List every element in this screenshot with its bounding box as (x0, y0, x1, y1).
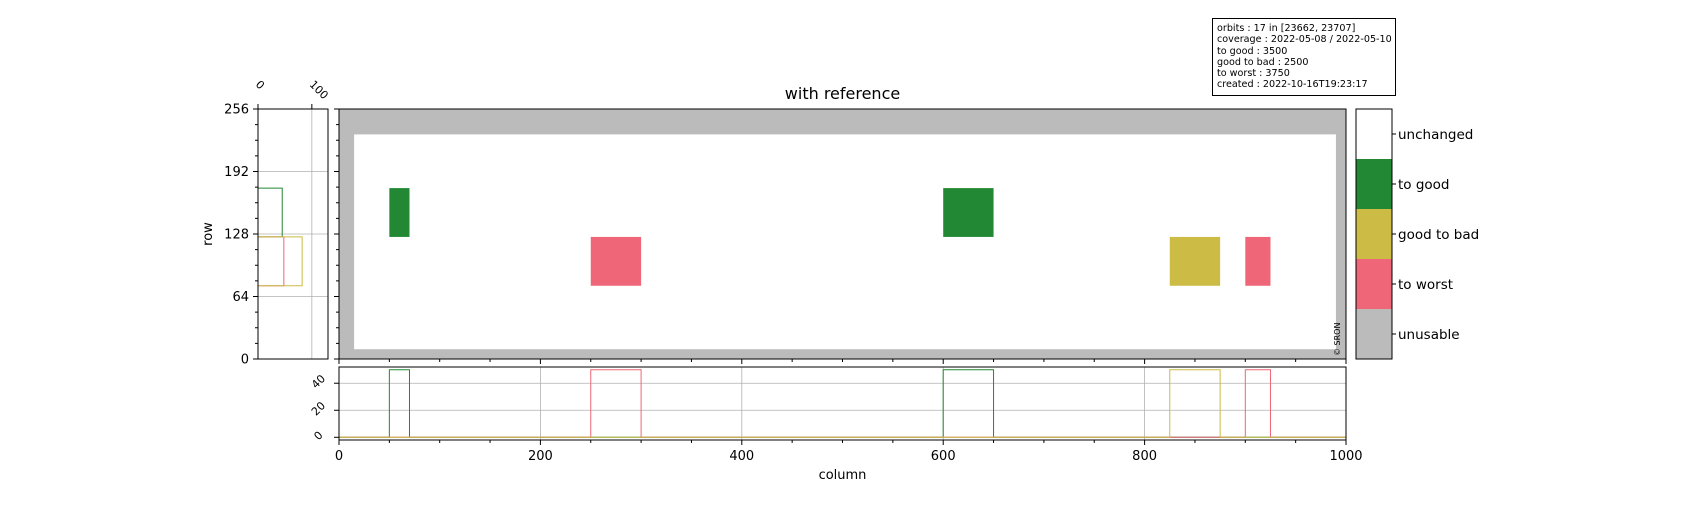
row-histogram-grid (257, 108, 328, 360)
info-orbits: orbits : 17 in [23662, 23707] (1217, 23, 1356, 34)
column-x-tick-label: 0 (335, 449, 343, 464)
legend-label-unusable: unusable (1398, 327, 1460, 343)
main-x-ticks (338, 359, 1347, 364)
region-to-worst (1245, 236, 1271, 286)
info-box: orbits : 17 in [23662, 23707] coverage :… (1212, 18, 1396, 96)
legend-swatch-to-good (1356, 159, 1392, 209)
column-histogram-x-ticks: 0 200 400 600 800 1000 (335, 440, 1363, 464)
row-y-tick-label: 256 (224, 103, 249, 118)
column-histogram-line-to-good (339, 369, 1346, 438)
row-x-tick-label: 0 (253, 78, 267, 92)
legend-frame (1355, 108, 1393, 360)
legend-label-good-to-bad: good to bad (1398, 227, 1479, 243)
region-to-good (389, 188, 410, 237)
row-histogram-x-ticks: 0 100 (253, 78, 331, 109)
region-good-to-bad (1169, 236, 1221, 286)
column-histogram-line-good-to-bad (339, 369, 1346, 438)
column-x-tick-label: 800 (1132, 449, 1157, 464)
column-x-tick-label: 1000 (1329, 449, 1362, 464)
row-y-tick-label: 64 (232, 290, 249, 305)
column-histogram-frame (338, 366, 1347, 441)
info-created: created : 2022-10-16T19:23:17 (1217, 79, 1368, 91)
column-x-tick-label: 400 (729, 449, 754, 464)
x-axis-label: column (819, 468, 867, 483)
row-histogram: 0 100 0 64 128 192 256 (224, 78, 331, 368)
chart-title: with reference (785, 84, 900, 103)
column-histogram: 0 20 40 0 200 400 600 800 1000 (309, 366, 1363, 464)
legend-swatch-unchanged (1356, 109, 1392, 159)
column-histogram-y-ticks: 0 20 40 (309, 372, 339, 443)
legend-label-to-worst: to worst (1398, 277, 1453, 293)
legend-label-to-good: to good (1398, 177, 1450, 193)
legend-label-unchanged: unchanged (1398, 127, 1473, 143)
legend-swatch-unusable (1356, 309, 1392, 359)
main-y-ticks (334, 108, 339, 360)
row-y-tick-label: 192 (224, 165, 249, 180)
row-histogram-y-ticks: 0 64 128 192 256 (224, 103, 258, 368)
column-y-tick-label: 40 (309, 372, 328, 391)
info-to-good: to good : 3500 (1217, 45, 1288, 57)
credit-text: © SRON (1333, 323, 1342, 356)
column-y-tick-label: 20 (309, 399, 328, 418)
row-y-tick-label: 0 (241, 353, 249, 368)
column-x-tick-label: 200 (528, 449, 553, 464)
row-x-tick-label: 100 (307, 78, 331, 102)
info-good-to-bad: good to bad : 2500 (1217, 56, 1309, 68)
info-to-worst: to worst : 3750 (1217, 68, 1290, 80)
info-coverage: coverage : 2022-05-08 / 2022-05-10 (1217, 34, 1392, 46)
main-map: with reference © SRON row column (201, 84, 1347, 483)
column-histogram-series (339, 369, 1346, 438)
region-to-worst (590, 236, 642, 286)
column-histogram-line-to-worst (339, 369, 1346, 438)
region-to-good (943, 188, 994, 237)
legend-colorbar: unchanged to good good to bad to worst unusa… (1355, 108, 1479, 360)
legend-swatch-to-worst (1356, 259, 1392, 309)
column-x-tick-label: 600 (931, 449, 956, 464)
column-y-tick-label: 0 (311, 429, 325, 443)
row-y-tick-label: 128 (224, 228, 249, 243)
region-group (389, 188, 1271, 286)
column-histogram-grid (338, 367, 1347, 440)
legend-swatch-good-to-bad (1356, 209, 1392, 259)
y-axis-label: row (201, 222, 216, 246)
